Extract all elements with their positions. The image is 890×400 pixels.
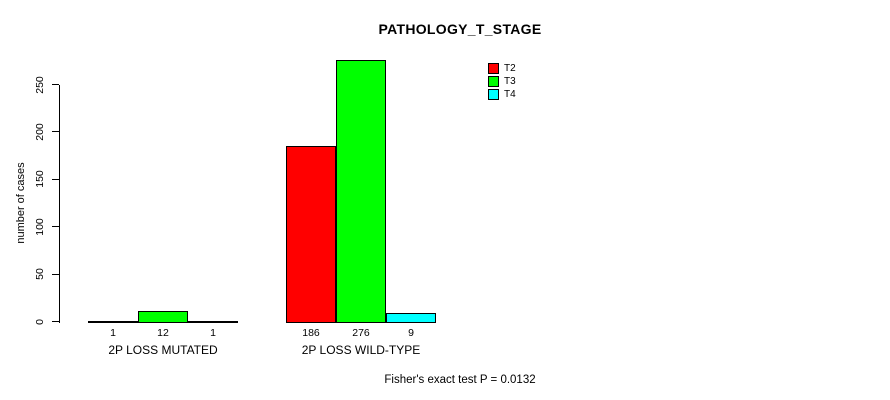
y-axis-tick: [52, 131, 59, 133]
bar-value-label: 1: [210, 327, 216, 339]
y-axis-tick: [52, 84, 59, 85]
y-axis-tick-label: 100: [34, 217, 46, 236]
legend-item: T2: [488, 63, 516, 74]
bar-t3-group1: [138, 310, 188, 323]
y-axis-tick: [52, 226, 59, 228]
category-label: 2P LOSS WILD-TYPE: [301, 343, 421, 357]
stat-annotation: Fisher's exact test P = 0.0132: [384, 374, 536, 386]
bar-t4-group1: [188, 320, 238, 323]
bar-t4-group2: [386, 312, 436, 323]
y-axis-label: number of cases: [15, 162, 27, 244]
bar-value-label: 9: [408, 327, 414, 339]
y-axis-tick: [52, 321, 59, 322]
y-axis-tick: [52, 273, 59, 275]
y-axis-line: [59, 84, 60, 323]
bar-t3-group2: [336, 59, 386, 323]
y-axis-tick-label: 200: [34, 123, 46, 141]
y-axis-tick-label: 150: [34, 170, 46, 189]
legend-swatch-t3: [488, 76, 499, 87]
chart-title: PATHOLOGY_T_STAGE: [378, 21, 542, 37]
y-axis-tick: [52, 178, 59, 180]
legend-label: T4: [504, 89, 516, 100]
y-axis-tick-label: 50: [34, 268, 46, 280]
bar-t2-group2: [286, 145, 336, 323]
legend-label: T2: [504, 63, 516, 74]
legend-swatch-t2: [488, 63, 499, 74]
legend-swatch-t4: [488, 89, 499, 100]
legend-item: T3: [488, 76, 516, 87]
legend-label: T3: [504, 76, 516, 87]
bar-value-label: 186: [302, 327, 320, 339]
bar-value-label: 12: [157, 327, 169, 339]
bar-value-label: 276: [352, 327, 370, 339]
category-label: 2P LOSS MUTATED: [108, 343, 218, 357]
bar-value-label: 1: [110, 327, 116, 339]
legend-item: T4: [488, 89, 516, 100]
bar-t2-group1: [88, 320, 138, 323]
y-axis-tick-label: 250: [34, 75, 46, 94]
y-axis-tick-label: 0: [34, 318, 46, 325]
